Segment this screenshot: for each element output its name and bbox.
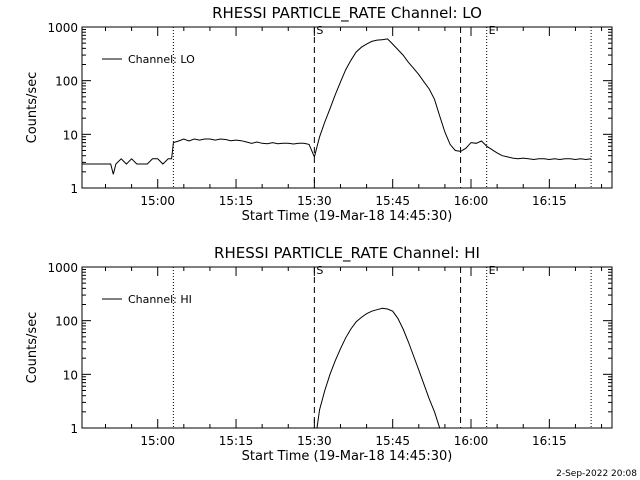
x-tick-label: 16:15 xyxy=(532,434,567,448)
series-line xyxy=(82,38,592,175)
hi-channel-panel: RHESSI PARTICLE_RATE Channel: HI 1 10 100 10… xyxy=(25,244,613,464)
x-axis-label: Start Time (19-Mar-18 14:45:30) xyxy=(242,449,453,464)
x-tick-label: 15:15 xyxy=(219,434,254,448)
y-tick-label: 100 xyxy=(55,75,78,89)
x-tick-label: 15:30 xyxy=(297,434,332,448)
x-tick-label: 15:30 xyxy=(297,194,332,208)
axes-frame xyxy=(81,266,613,429)
y-axis-label: Counts/sec xyxy=(25,312,40,384)
footer-timestamp: 2-Sep-2022 20:08 xyxy=(556,469,637,479)
x-tick-label: 15:45 xyxy=(375,434,410,448)
y-tick-label: 1 xyxy=(70,422,78,436)
x-tick-label: 15:00 xyxy=(140,434,175,448)
x-tick-label: 15:00 xyxy=(140,194,175,208)
x-tick-label: 15:45 xyxy=(375,194,410,208)
y-axis-label: Counts/sec xyxy=(25,72,40,144)
marker-label: S xyxy=(316,24,323,37)
y-tick-label: 100 xyxy=(55,315,78,329)
axes-frame xyxy=(81,26,613,189)
y-tick-label: 1000 xyxy=(47,21,78,35)
marker-label: E xyxy=(489,264,496,277)
legend-label: Channel: LO xyxy=(128,53,195,66)
lo-channel-panel: RHESSI PARTICLE_RATE Channel: LO 1 10 100 10… xyxy=(25,4,613,224)
x-tick-label: 16:15 xyxy=(532,194,567,208)
chart-title: RHESSI PARTICLE_RATE Channel: HI xyxy=(214,244,480,263)
chart-title: RHESSI PARTICLE_RATE Channel: LO xyxy=(212,4,482,23)
legend-label: Channel: HI xyxy=(128,293,192,306)
x-tick-label: 15:15 xyxy=(219,194,254,208)
y-tick-label: 1000 xyxy=(47,261,78,275)
x-tick-label: 16:00 xyxy=(454,434,489,448)
x-axis-label: Start Time (19-Mar-18 14:45:30) xyxy=(242,209,453,224)
marker-label: E xyxy=(489,24,496,37)
series-line xyxy=(316,307,441,428)
y-tick-label: 10 xyxy=(63,128,78,142)
marker-label: S xyxy=(316,264,323,277)
x-tick-label: 16:00 xyxy=(454,194,489,208)
y-tick-label: 1 xyxy=(70,182,78,196)
y-tick-label: 10 xyxy=(63,368,78,382)
